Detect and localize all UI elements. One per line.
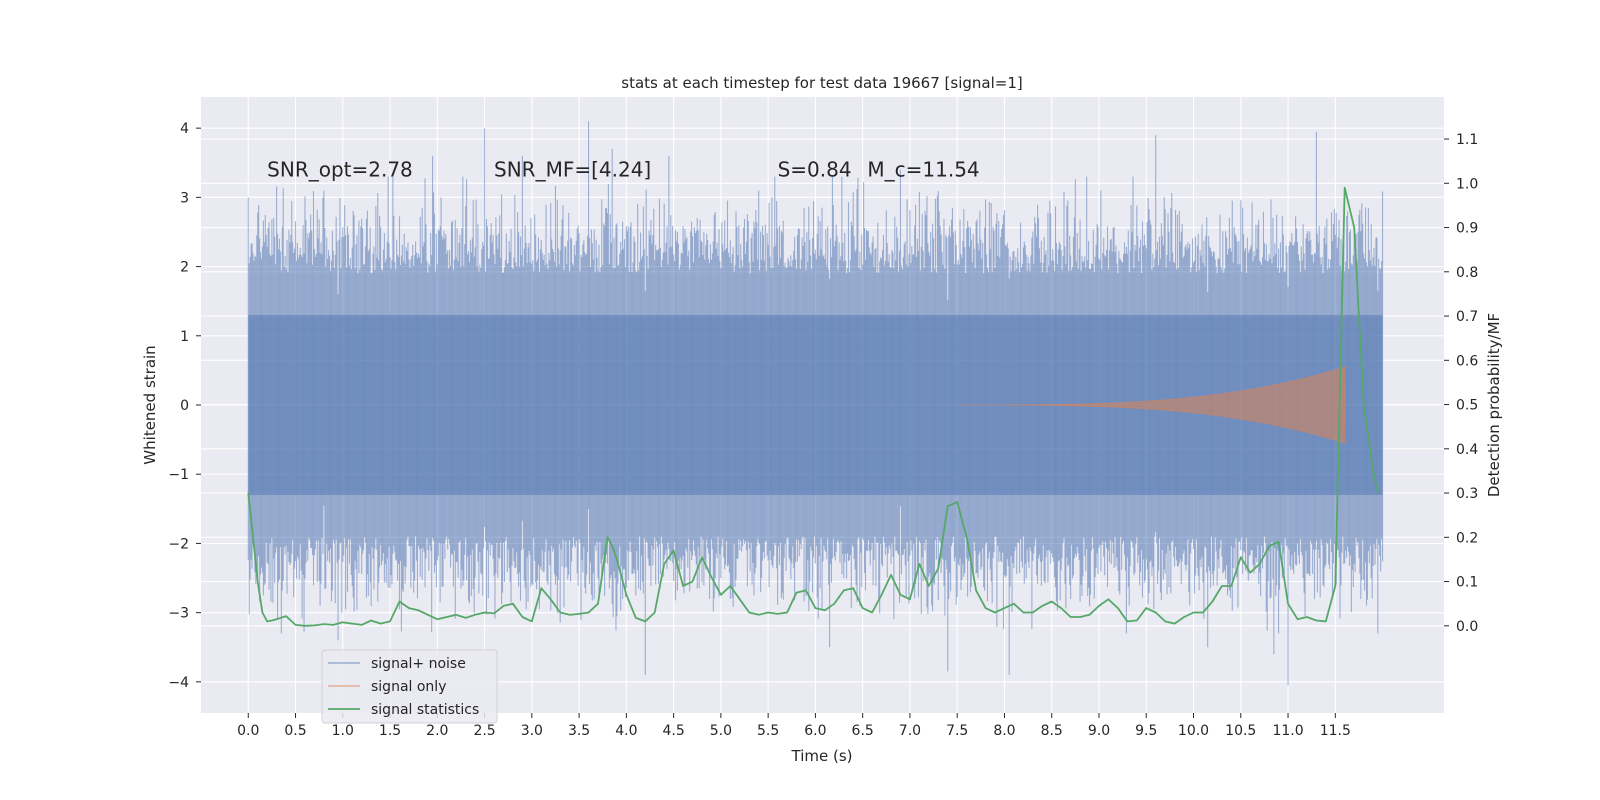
y-right-axis-ticks: 1.1 1.0 0.9 0.8 0.7 0.6 0.5 0.4 0.3 0.2 0.1 0.0 <box>1444 132 1478 635</box>
signal-statistics-line <box>247 186 1379 627</box>
x-tick-label: 3.5 <box>568 723 590 739</box>
x-tick-label: 0.5 <box>284 723 306 739</box>
x-tick-label: 8.0 <box>993 723 1015 739</box>
y-left-axis-ticks: 4 3 2 1 0 −1 −2 −3 −4 <box>168 121 201 691</box>
y-left-tick-label: 3 <box>180 190 189 206</box>
signal-statistics-series <box>247 186 1379 627</box>
y-right-tick-label: 0.9 <box>1456 221 1478 237</box>
x-tick-label: 8.5 <box>1041 723 1063 739</box>
y-left-tick-label: −4 <box>168 675 189 691</box>
x-tick-label: 2.0 <box>426 723 448 739</box>
x-tick-label: 10.0 <box>1178 723 1209 739</box>
y-left-tick-label: 4 <box>180 121 189 137</box>
y-right-tick-label: 0.8 <box>1456 265 1478 281</box>
legend: signal+ noise signal only signal statist… <box>321 649 498 724</box>
y-left-tick-label: 1 <box>180 329 189 345</box>
annotation-text: M_c=11.54 <box>867 158 979 182</box>
y-left-tick-label: 2 <box>180 260 189 276</box>
x-tick-label: 11.0 <box>1272 723 1303 739</box>
legend-box <box>321 649 498 724</box>
y-left-tick-label: −3 <box>168 606 189 622</box>
annotation-text: SNR_opt=2.78 <box>267 158 413 182</box>
x-axis-ticks: 0.0 0.5 1.0 1.5 2.0 2.5 3.0 3.5 4.0 4.5 5.0 5.5 6.0 6… <box>237 713 1351 739</box>
x-tick-label: 9.5 <box>1135 723 1157 739</box>
x-tick-label: 9.0 <box>1088 723 1110 739</box>
x-tick-label: 4.5 <box>662 723 684 739</box>
y-right-tick-label: 0.1 <box>1456 575 1478 591</box>
x-tick-label: 6.0 <box>804 723 826 739</box>
x-tick-label: 0.0 <box>237 723 259 739</box>
signal-only-series <box>957 366 1346 444</box>
y-right-tick-label: 1.0 <box>1456 176 1478 192</box>
x-tick-label: 1.5 <box>379 723 401 739</box>
y-right-tick-label: 0.5 <box>1456 398 1478 414</box>
x-tick-label: 6.5 <box>852 723 874 739</box>
legend-label-signal-statistics: signal statistics <box>371 702 479 718</box>
y-left-axis-label: Whitened strain <box>141 345 159 464</box>
x-tick-label: 5.5 <box>757 723 779 739</box>
x-tick-label: 3.0 <box>521 723 543 739</box>
y-right-tick-label: 0.3 <box>1456 486 1478 502</box>
x-tick-label: 7.5 <box>946 723 968 739</box>
annotation-text: S=0.84 <box>778 158 852 182</box>
signal-only-chirp <box>957 366 1346 444</box>
signal-noise-series <box>247 121 1384 686</box>
legend-label-signal-only: signal only <box>371 679 446 695</box>
annotations: SNR_opt=2.78 SNR_MF=[4.24] S=0.84 M_c=11.54 <box>267 158 979 182</box>
legend-label-signal-noise: signal+ noise <box>371 656 466 672</box>
x-tick-label: 11.5 <box>1320 723 1351 739</box>
annotation-text: SNR_MF=[4.24] <box>494 158 651 182</box>
x-tick-label: 1.0 <box>332 723 354 739</box>
y-left-tick-label: −1 <box>168 467 189 483</box>
x-tick-label: 2.5 <box>473 723 495 739</box>
y-left-tick-label: −2 <box>168 536 189 552</box>
y-right-tick-label: 0.0 <box>1456 619 1478 635</box>
chart-title: stats at each timestep for test data 196… <box>621 74 1022 92</box>
y-right-tick-label: 0.6 <box>1456 353 1478 369</box>
x-tick-label: 5.0 <box>710 723 732 739</box>
y-right-axis-label: Detection probability/MF <box>1485 313 1503 497</box>
x-tick-label: 10.5 <box>1225 723 1256 739</box>
y-left-tick-label: 0 <box>180 398 189 414</box>
y-right-tick-label: 0.2 <box>1456 530 1478 546</box>
x-tick-label: 4.0 <box>615 723 637 739</box>
y-right-tick-label: 1.1 <box>1456 132 1478 148</box>
y-right-tick-label: 0.7 <box>1456 309 1478 325</box>
y-right-tick-label: 0.4 <box>1456 442 1478 458</box>
x-axis-label: Time (s) <box>791 747 853 765</box>
x-tick-label: 7.0 <box>899 723 921 739</box>
